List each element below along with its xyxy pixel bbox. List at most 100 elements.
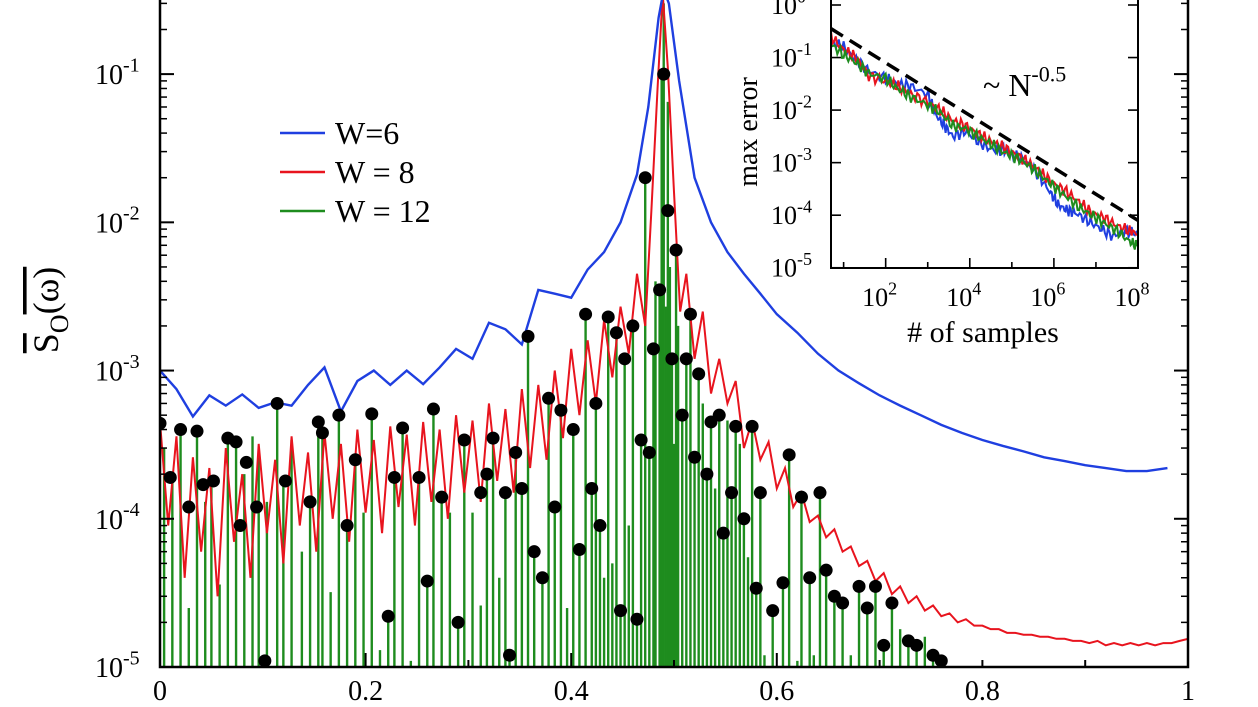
- y-tick-label: 10-5: [95, 647, 140, 684]
- y-tick-label: 10-4: [95, 499, 140, 536]
- inset-x-tick-label: 108: [1115, 278, 1150, 312]
- legend: W=6W = 8W = 12: [280, 115, 431, 229]
- data-marker: [426, 402, 440, 416]
- inset-plot: 102 104 106 108 100 10-1 10-2 10-3 10-4 10-5 # o…: [733, 0, 1150, 349]
- data-marker: [803, 571, 817, 585]
- data-marker: [642, 445, 656, 459]
- data-marker: [683, 307, 697, 321]
- data-marker: [852, 579, 866, 593]
- legend-label: W = 12: [335, 193, 431, 229]
- x-tick-label: 0.8: [965, 676, 1000, 707]
- data-marker: [572, 543, 586, 557]
- data-marker: [340, 519, 354, 533]
- data-marker: [593, 519, 607, 533]
- inset-y-tick-label: 10-4: [771, 196, 812, 230]
- data-marker: [794, 490, 808, 504]
- data-marker: [387, 470, 401, 484]
- y-tick-label: 10-1: [95, 55, 140, 92]
- data-marker: [348, 453, 362, 467]
- data-marker: [365, 407, 379, 421]
- data-marker: [206, 474, 220, 488]
- data-marker: [819, 563, 833, 577]
- data-marker: [542, 391, 556, 405]
- power-law-annotation: ~ N-0.5: [983, 62, 1066, 103]
- data-marker: [688, 450, 702, 464]
- data-marker: [258, 654, 272, 667]
- data-marker: [638, 171, 652, 185]
- data-marker: [630, 612, 644, 626]
- data-marker: [174, 423, 188, 437]
- data-marker: [653, 283, 667, 297]
- inset-x-tick-label: 104: [946, 278, 981, 312]
- data-marker: [315, 426, 329, 440]
- inset-frame: [830, 0, 1139, 269]
- w6-series-line: [160, 0, 1168, 473]
- data-marker: [753, 486, 767, 500]
- data-marker: [498, 486, 512, 500]
- data-marker: [239, 455, 253, 469]
- data-marker: [712, 408, 726, 422]
- data-marker: [190, 424, 204, 438]
- data-marker: [163, 470, 177, 484]
- svg-text:max error: max error: [733, 77, 764, 187]
- data-marker: [729, 419, 743, 433]
- data-marker: [548, 500, 562, 514]
- inset-x-tick-label: 102: [862, 278, 897, 312]
- data-marker: [554, 403, 568, 417]
- data-marker: [412, 470, 426, 484]
- inset-x-axis-title: # of samples: [907, 316, 1059, 349]
- data-marker: [486, 431, 500, 445]
- data-marker: [566, 423, 580, 437]
- data-marker: [618, 352, 632, 366]
- data-marker: [614, 604, 628, 618]
- data-marker: [725, 486, 739, 500]
- data-marker: [766, 604, 780, 618]
- data-marker: [311, 415, 325, 429]
- data-marker: [160, 416, 167, 430]
- data-marker: [381, 609, 395, 623]
- y-tick-label: 10-2: [95, 203, 140, 240]
- data-marker: [420, 574, 434, 588]
- inset-series-line: [831, 43, 1138, 250]
- data-marker: [675, 408, 689, 422]
- data-marker: [745, 419, 759, 433]
- data-marker: [182, 500, 196, 514]
- data-marker: [737, 512, 751, 526]
- data-marker: [451, 615, 465, 629]
- data-marker: [877, 638, 891, 652]
- data-marker: [278, 474, 292, 488]
- data-marker: [609, 326, 623, 340]
- data-marker: [229, 435, 243, 449]
- data-marker: [700, 467, 714, 481]
- data-marker: [601, 310, 615, 324]
- data-marker: [233, 519, 247, 533]
- data-marker: [782, 448, 796, 462]
- data-marker: [646, 342, 660, 356]
- data-marker: [250, 500, 264, 514]
- data-marker: [901, 634, 915, 648]
- data-marker: [435, 490, 449, 504]
- data-marker: [579, 307, 593, 321]
- data-marker: [669, 243, 683, 257]
- data-marker: [480, 467, 494, 481]
- main-plot: 0 0.2 0.4 0.6 0.8 1 10-1 10-2 10-3 10-4 10-5: [95, 0, 1195, 707]
- data-marker: [749, 581, 763, 595]
- data-marker: [474, 486, 488, 500]
- data-marker: [813, 486, 827, 500]
- annotation-text: ~ N-0.5: [983, 62, 1066, 103]
- data-marker: [503, 648, 517, 662]
- x-tick-label: 0.4: [554, 676, 589, 707]
- data-marker: [860, 601, 874, 615]
- legend-label: W=6: [335, 115, 399, 151]
- x-tick-label: 0: [153, 676, 167, 707]
- data-marker: [196, 478, 210, 492]
- x-tick-label: 0.2: [348, 676, 383, 707]
- data-marker: [303, 495, 317, 509]
- data-marker: [509, 445, 523, 459]
- data-marker: [515, 482, 529, 496]
- data-marker: [589, 396, 603, 410]
- data-marker: [527, 545, 541, 559]
- x-tick-label: 1: [1181, 676, 1195, 707]
- data-marker: [716, 526, 730, 540]
